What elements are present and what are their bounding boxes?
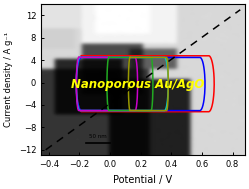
Text: Nanoporous Au/AgO: Nanoporous Au/AgO — [71, 78, 204, 91]
X-axis label: Potential / V: Potential / V — [113, 175, 173, 185]
Y-axis label: Current density / A g⁻¹: Current density / A g⁻¹ — [4, 32, 13, 127]
Text: 50 nm: 50 nm — [89, 134, 107, 139]
